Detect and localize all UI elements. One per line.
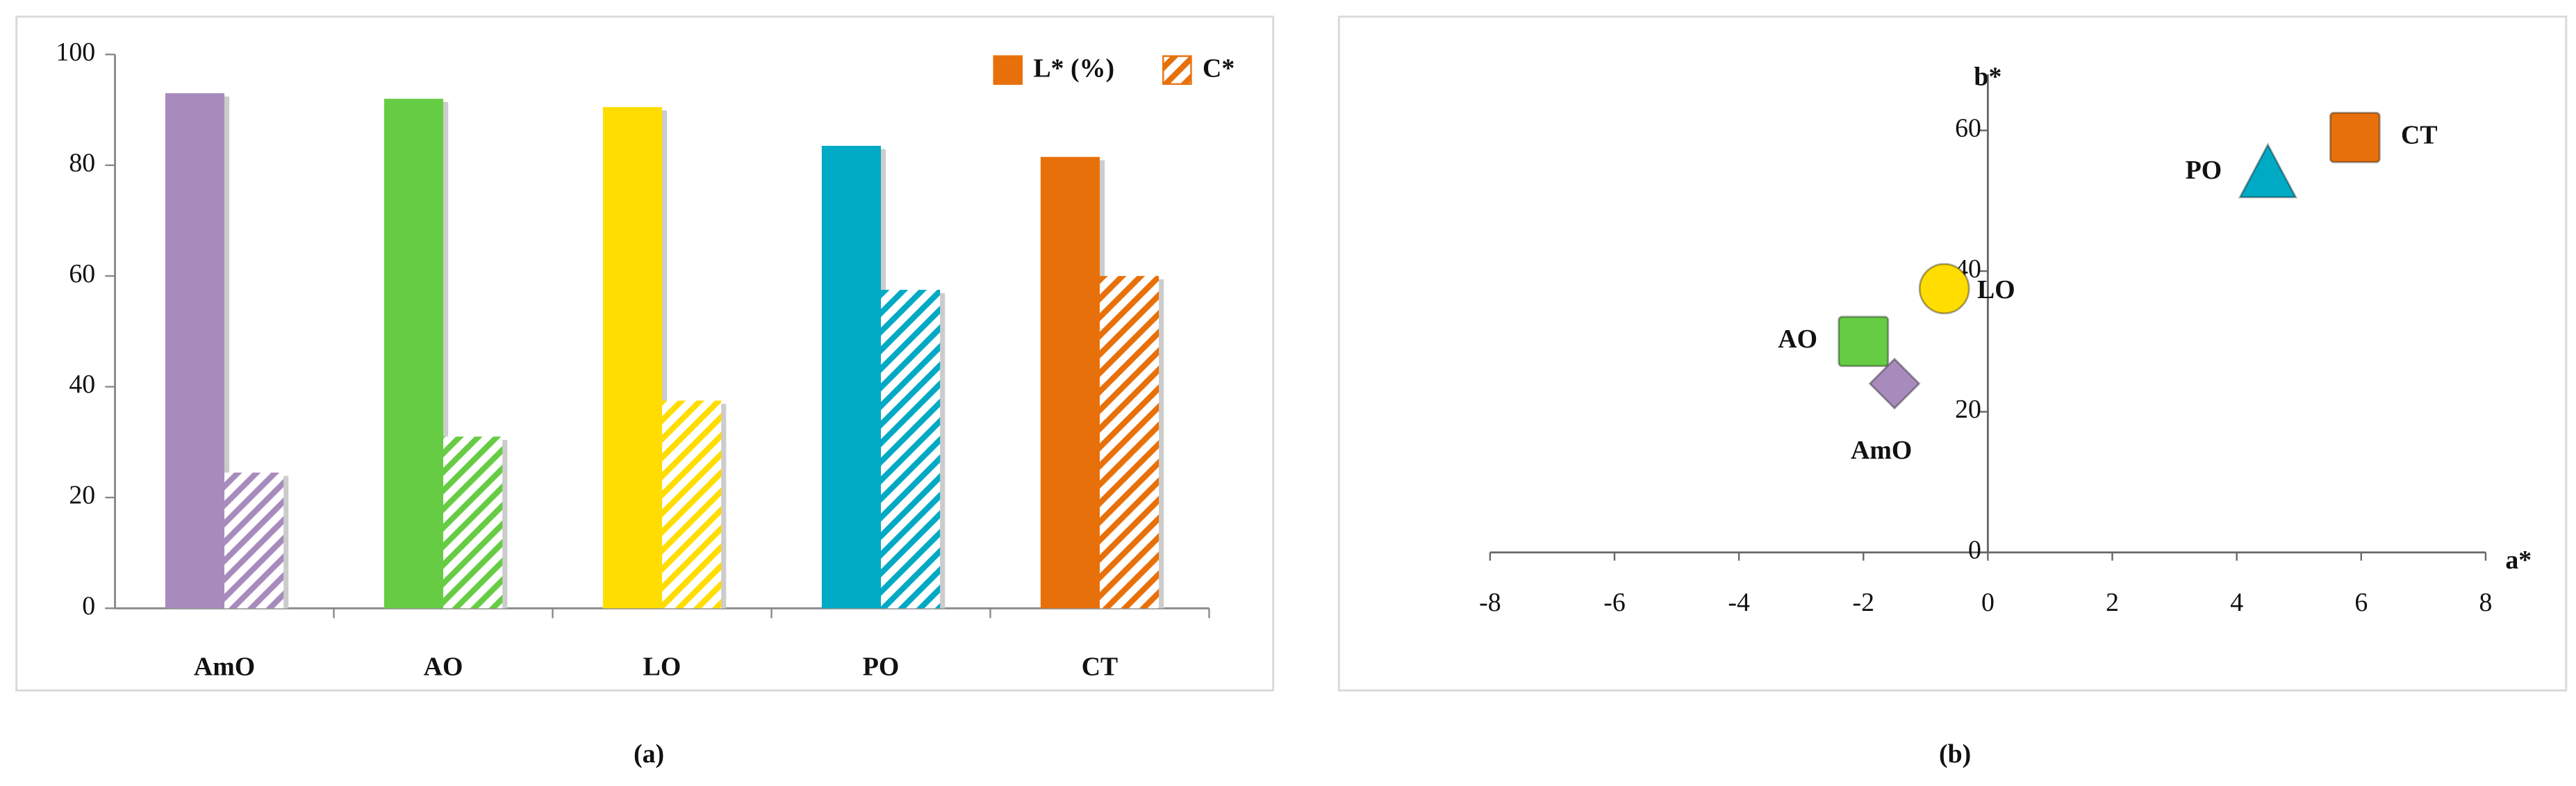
y-tick-label: 40 bbox=[69, 370, 95, 399]
y-tick-label: 80 bbox=[69, 148, 95, 177]
legend-label: L* (%) bbox=[1033, 54, 1114, 83]
x-tick-label: AmO bbox=[194, 652, 255, 681]
chart-frame bbox=[1337, 15, 2568, 691]
bar bbox=[443, 436, 503, 609]
x-tick-label: -6 bbox=[1603, 588, 1626, 617]
bar bbox=[224, 473, 284, 609]
bar bbox=[165, 93, 225, 609]
y-tick-label: 60 bbox=[1955, 113, 1981, 142]
x-tick-label: -8 bbox=[1479, 588, 1501, 617]
point-label: AmO bbox=[1851, 436, 1912, 465]
bar bbox=[662, 400, 722, 609]
point bbox=[2238, 142, 2298, 199]
point-label: PO bbox=[2186, 156, 2222, 185]
bar bbox=[383, 99, 444, 609]
x-tick-label: -4 bbox=[1728, 588, 1750, 617]
x-tick-label: LO bbox=[643, 652, 682, 681]
caption: (a) bbox=[634, 739, 664, 769]
legend-swatch bbox=[993, 55, 1023, 85]
legend-swatch bbox=[1162, 55, 1192, 85]
x-tick-label: 2 bbox=[2106, 588, 2119, 617]
bar bbox=[602, 107, 663, 609]
y-tick-label: 20 bbox=[1955, 395, 1981, 424]
point-label: LO bbox=[1977, 275, 2015, 304]
x-tick-label: 8 bbox=[2479, 588, 2492, 617]
x-tick-label: AO bbox=[424, 652, 463, 681]
legend-label: C* bbox=[1203, 54, 1235, 83]
x-tick-label: 0 bbox=[1981, 588, 1995, 617]
x-tick-label: PO bbox=[863, 652, 900, 681]
caption: (b) bbox=[1939, 739, 1971, 769]
y-tick-label: 60 bbox=[69, 259, 95, 288]
x-tick-label: 4 bbox=[2230, 588, 2243, 617]
point-label: AO bbox=[1778, 325, 1817, 354]
bar bbox=[1099, 276, 1159, 609]
bar bbox=[821, 145, 882, 609]
y-tick-label: 100 bbox=[56, 38, 95, 67]
x-tick-label: 6 bbox=[2354, 588, 2368, 617]
bar bbox=[881, 290, 941, 609]
axis-title: b* bbox=[1974, 63, 2001, 92]
axis-title: a* bbox=[2505, 546, 2532, 575]
point bbox=[2329, 111, 2381, 163]
y-tick-label: 0 bbox=[82, 591, 95, 621]
point bbox=[1918, 263, 1970, 315]
x-tick-label: CT bbox=[1082, 652, 1118, 681]
y-tick-label: 20 bbox=[69, 481, 95, 510]
point-label: CT bbox=[2401, 120, 2438, 149]
point bbox=[1868, 357, 1921, 410]
bar bbox=[1040, 156, 1100, 609]
y-tick-label: 0 bbox=[1968, 536, 1981, 565]
x-tick-label: -2 bbox=[1853, 588, 1875, 617]
point bbox=[1838, 316, 1890, 368]
